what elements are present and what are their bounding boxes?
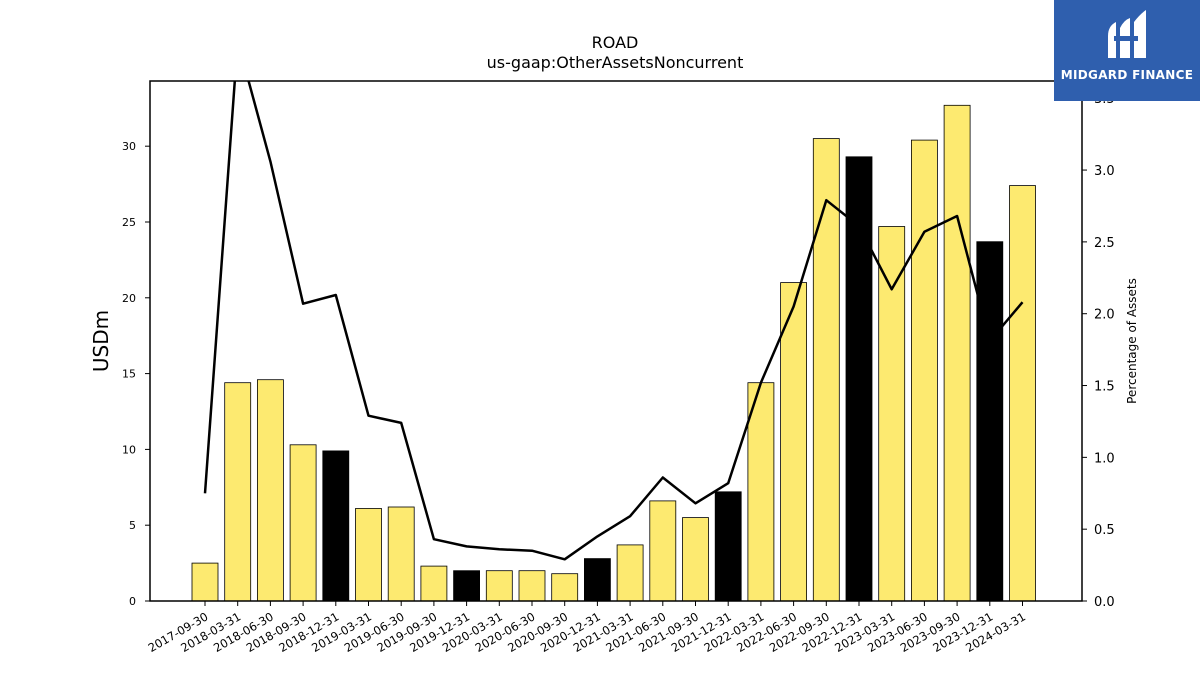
x-axis: 2017-09-302018-03-312018-06-302018-09-30…: [146, 601, 1028, 655]
bar: [289, 444, 317, 602]
y-axis-label: USDm: [89, 310, 113, 372]
bar: [649, 500, 677, 602]
bar: [224, 382, 252, 602]
bar: [584, 558, 611, 602]
bar: [714, 491, 742, 602]
y2-tick-label: 1.0: [1094, 451, 1115, 466]
bar: [911, 139, 938, 602]
bar: [1009, 185, 1036, 602]
bar: [322, 450, 350, 602]
y-tick-label: 25: [122, 216, 136, 229]
logo-mark-icon: [1108, 10, 1146, 58]
brand-logo: MIDGARD FINANCE: [1054, 0, 1200, 101]
y-tick-label: 15: [122, 368, 136, 381]
bar: [747, 382, 775, 602]
percentage-line: [203, 81, 1024, 561]
y2-tick-label: 0.5: [1094, 523, 1115, 538]
y2-tick-label: 1.5: [1094, 380, 1115, 395]
bar: [453, 570, 481, 602]
bar: [387, 506, 415, 602]
bar: [943, 104, 971, 602]
chart-subtitle: us-gaap:OtherAssetsNoncurrent: [487, 53, 744, 72]
plot-area: [149, 80, 1083, 602]
y2-tick-label: 0.0: [1094, 595, 1115, 610]
bar: [355, 508, 382, 602]
chart-title: ROAD: [592, 33, 639, 52]
bar: [256, 379, 284, 602]
bar: [420, 565, 448, 602]
bar: [616, 544, 644, 602]
bar: [780, 282, 807, 602]
bar: [812, 138, 840, 602]
y2-axis-label: Percentage of Assets: [1125, 278, 1139, 404]
y-tick-label: 0: [129, 595, 136, 608]
bar: [191, 562, 219, 602]
y2-tick-label: 2.5: [1094, 236, 1115, 251]
y-tick-label: 20: [122, 292, 136, 305]
bar-group: [191, 104, 1036, 602]
y-tick-label: 5: [129, 519, 136, 532]
bar: [682, 517, 709, 602]
y2-tick-label: 3.0: [1094, 164, 1115, 179]
brand-name: MIDGARD FINANCE: [1060, 68, 1194, 82]
bar: [518, 570, 546, 602]
y-tick-label: 30: [122, 140, 136, 153]
bar: [878, 226, 906, 602]
y-axis-left: 0 5 10 15 20 25 30: [122, 140, 150, 608]
plot-frame: [149, 80, 1083, 602]
bar: [976, 241, 1004, 602]
y2-tick-label: 2.0: [1094, 308, 1115, 323]
y-tick-label: 10: [122, 443, 136, 456]
line-layer: [203, 81, 1024, 561]
bar: [551, 573, 579, 602]
bar: [485, 570, 513, 602]
y-axis-right: 0.00.51.01.52.02.53.03.5: [1082, 92, 1115, 610]
bar: [845, 156, 873, 602]
